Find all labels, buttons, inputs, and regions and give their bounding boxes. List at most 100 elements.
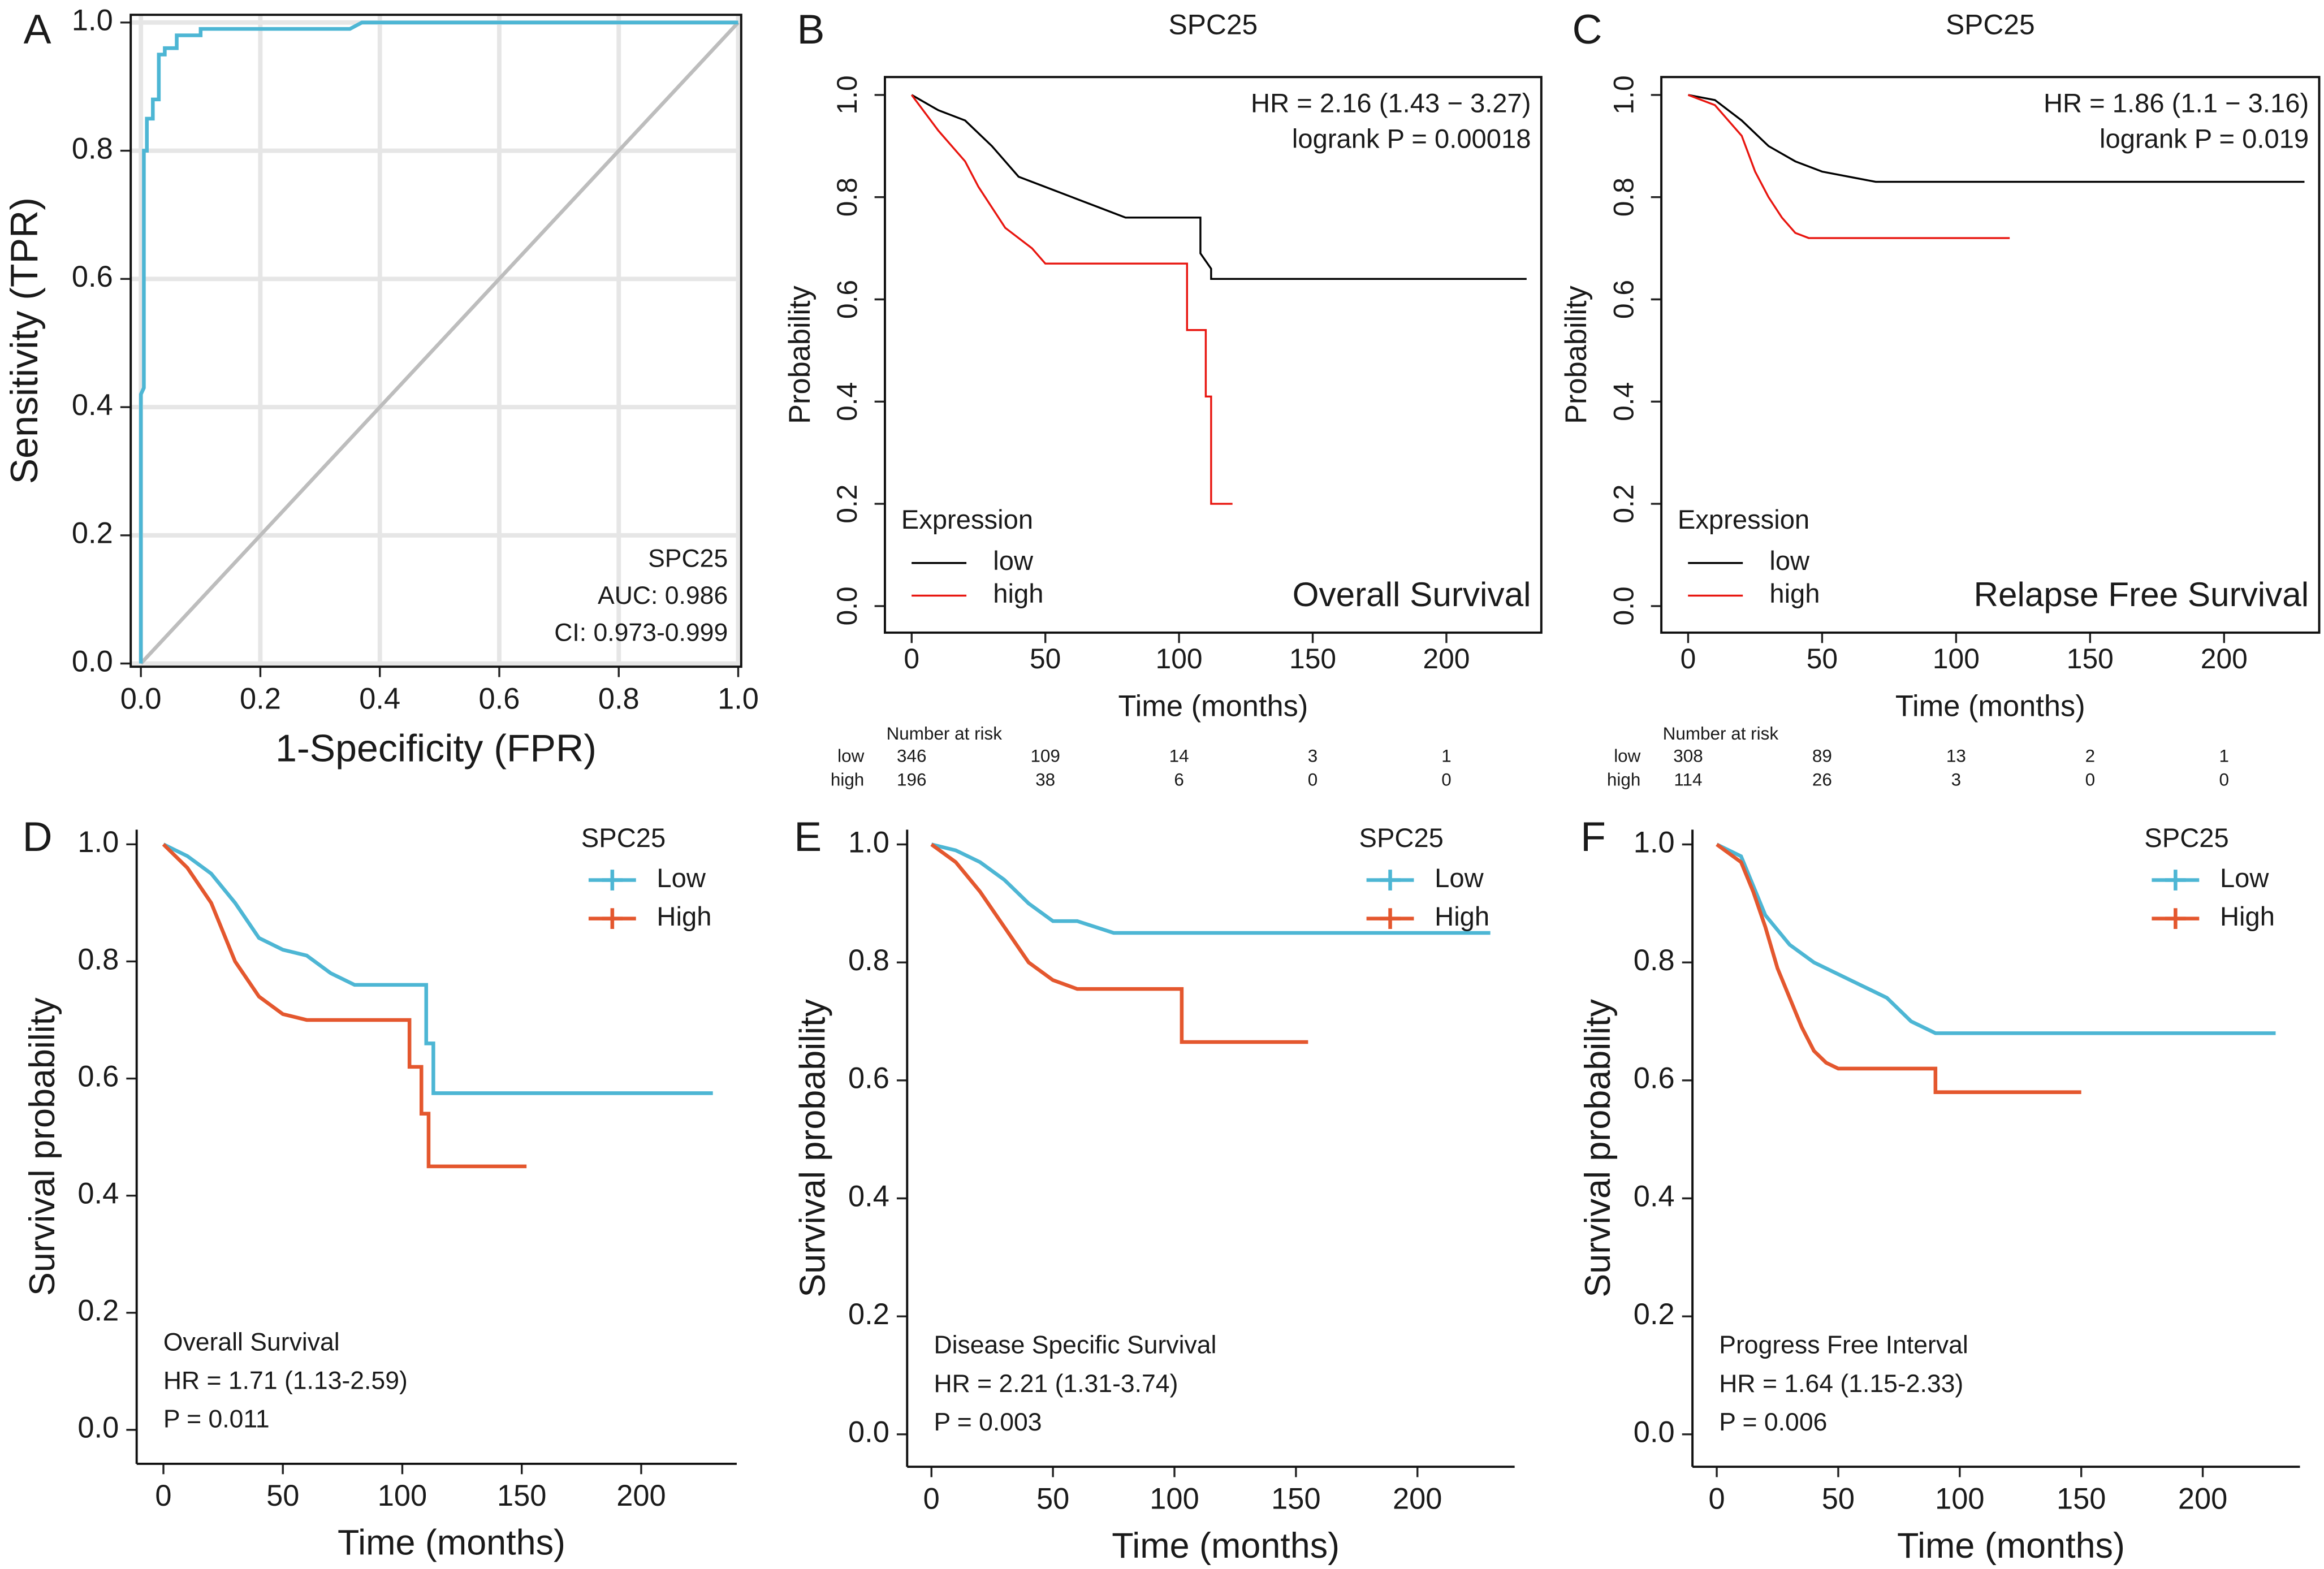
legend-label: High <box>2220 901 2275 931</box>
x-tick-label: 0.8 <box>598 682 640 715</box>
y-axis-label: Sensitivity (TPR) <box>3 197 46 484</box>
y-tick-label: 0.0 <box>1634 1416 1675 1449</box>
x-tick-label: 100 <box>1935 1482 1984 1515</box>
survival-curve <box>1687 94 2010 239</box>
annotation: P = 0.006 <box>1719 1408 1827 1436</box>
x-axis-label: Time (months) <box>1897 1526 2125 1566</box>
panel-letter: E <box>794 814 822 860</box>
annotation: P = 0.011 <box>163 1406 270 1433</box>
x-tick-label: 0 <box>155 1480 171 1512</box>
y-tick-label: 0.4 <box>72 389 113 422</box>
survival-curve <box>931 842 1491 935</box>
legend-title: Expression <box>901 504 1033 534</box>
risk-row-label: high <box>831 770 864 789</box>
x-tick-label: 200 <box>2201 643 2248 675</box>
risk-count: 3 <box>1951 770 1961 789</box>
y-tick-label: 0.6 <box>1634 1062 1675 1095</box>
legend-title: SPC25 <box>581 823 666 853</box>
survival-curve <box>139 21 740 665</box>
legend-title: SPC25 <box>2144 823 2228 853</box>
risk-row-label: low <box>837 746 864 766</box>
risk-count: 109 <box>1030 746 1060 766</box>
x-tick-label: 200 <box>1423 643 1470 675</box>
y-tick-label: 0.2 <box>1634 1298 1675 1331</box>
legend-label: High <box>656 901 711 931</box>
y-tick-label: 0.4 <box>831 382 863 421</box>
x-tick-label: 0 <box>1681 643 1696 675</box>
y-tick-label: 0.8 <box>831 178 863 217</box>
plot-area <box>131 15 741 667</box>
annotation: SPC25 <box>648 544 728 572</box>
y-axis-label: Survival probability <box>1578 999 1618 1297</box>
y-tick-label: 0.2 <box>77 1295 119 1328</box>
y-tick-label: 1.0 <box>1634 826 1675 859</box>
y-tick-label: 0.6 <box>848 1062 889 1095</box>
x-axis-label: Time (months) <box>1895 690 2085 723</box>
survival-curve <box>1688 94 2305 183</box>
x-tick-label: 150 <box>1271 1482 1320 1515</box>
y-tick-label: 0.8 <box>848 944 889 977</box>
x-axis-label: Time (months) <box>338 1523 565 1563</box>
survival-curve <box>162 842 713 1095</box>
annotation: logrank P = 0.00018 <box>1292 123 1531 153</box>
y-tick-label: 1.0 <box>77 826 119 859</box>
annotation: CI: 0.973-0.999 <box>554 619 728 646</box>
y-tick-label: 1.0 <box>72 5 113 37</box>
survival-curve <box>162 842 527 1169</box>
x-tick-label: 50 <box>1822 1482 1855 1515</box>
legend-label: high <box>993 578 1043 608</box>
x-tick-label: 0.4 <box>359 682 400 715</box>
annotation: Overall Survival <box>163 1328 340 1356</box>
panel: F 0.0 0.2 0.4 0.6 0.8 1.0 0 50 100 150 200 Time (mon… <box>1578 814 2300 1566</box>
legend-label: Low <box>2220 863 2269 893</box>
annotation: Disease Specific Survival <box>934 1332 1216 1359</box>
panel-letter: D <box>23 814 53 860</box>
x-tick-label: 200 <box>1393 1482 1442 1515</box>
y-axis-label: Survival probability <box>793 999 832 1297</box>
risk-table-title: Number at risk <box>1663 724 1779 744</box>
plot-border <box>129 14 742 668</box>
risk-count: 14 <box>1169 746 1189 766</box>
panel-letter: F <box>1580 814 1606 860</box>
y-tick-label: 0.2 <box>831 485 863 524</box>
x-tick-label: 150 <box>497 1480 546 1512</box>
x-tick-label: 0 <box>904 643 919 675</box>
risk-count: 0 <box>2219 770 2229 789</box>
panel-letter: B <box>797 6 824 53</box>
legend-label: High <box>1435 901 1489 931</box>
annotation: HR = 1.64 (1.15-2.33) <box>1719 1370 1963 1398</box>
x-tick-label: 50 <box>266 1480 299 1512</box>
chart-title: SPC25 <box>1169 8 1258 40</box>
survival-curve <box>1716 842 2276 1035</box>
y-tick-label: 0.4 <box>1634 1180 1675 1213</box>
risk-count: 2 <box>2085 746 2095 766</box>
y-tick-label: 0.0 <box>72 645 113 678</box>
risk-count: 3 <box>1308 746 1317 766</box>
x-tick-label: 100 <box>1150 1482 1199 1515</box>
x-tick-label: 0.2 <box>240 682 281 715</box>
plot-border <box>884 76 1543 634</box>
x-tick-label: 50 <box>1807 643 1838 675</box>
x-tick-label: 0.0 <box>120 682 162 715</box>
x-axis-label: 1-Specificity (FPR) <box>275 727 597 770</box>
x-tick-label: 50 <box>1036 1482 1069 1515</box>
y-tick-label: 0.2 <box>1608 485 1639 524</box>
panel: D 0.0 0.2 0.4 0.6 0.8 1.0 0 50 100 150 200 Time (mon… <box>23 814 737 1563</box>
y-tick-label: 0.0 <box>1608 586 1639 625</box>
legend-title: SPC25 <box>1359 823 1444 853</box>
annotation: HR = 1.86 (1.1 − 3.16) <box>2044 88 2309 118</box>
risk-count: 89 <box>1812 746 1832 766</box>
risk-count: 13 <box>1946 746 1966 766</box>
y-tick-label: 0.4 <box>1608 382 1639 421</box>
risk-count: 38 <box>1035 770 1055 789</box>
y-tick-label: 0.4 <box>848 1180 889 1213</box>
survival-curve <box>139 20 738 664</box>
x-tick-label: 200 <box>616 1480 666 1512</box>
y-tick-label: 0.0 <box>831 586 863 625</box>
risk-count: 114 <box>1674 770 1702 789</box>
survival-curve <box>911 94 1527 280</box>
